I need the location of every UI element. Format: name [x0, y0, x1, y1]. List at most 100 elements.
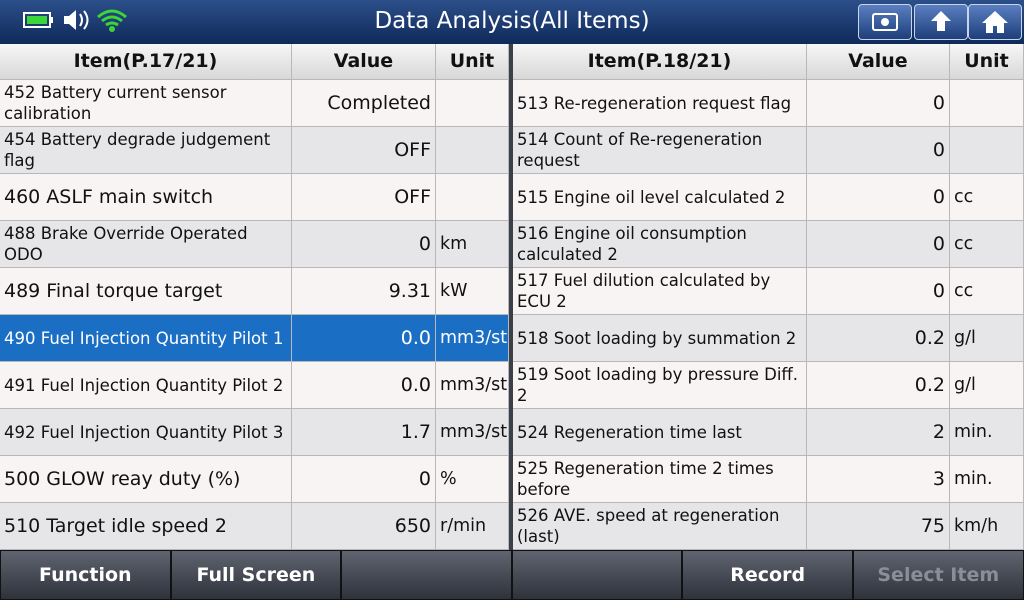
data-row[interactable]: 526 AVE. speed at regeneration (last) 75 k… [513, 503, 1024, 550]
value-cell: 9.31 [292, 268, 436, 315]
item-cell: 525 Regeneration time 2 times before [513, 456, 807, 503]
value-cell: 0 [292, 221, 436, 268]
unit-cell: g/l [950, 315, 1024, 362]
empty-button [511, 550, 683, 600]
value-cell: OFF [292, 127, 436, 174]
header-row: Item(P.17/21) Value Unit [0, 44, 509, 80]
column-header: Item(P.18/21) [513, 44, 807, 80]
data-row[interactable]: 517 Fuel dilution calculated by ECU 2 0 cc [513, 268, 1024, 315]
unit-cell: km/h [950, 503, 1024, 550]
value-cell: 0 [292, 456, 436, 503]
item-cell: 491 Fuel Injection Quantity Pilot 2 [0, 362, 292, 409]
value-cell: 2 [807, 409, 950, 456]
unit-cell: mm3/st [436, 315, 509, 362]
unit-cell [436, 127, 509, 174]
item-cell: 454 Battery degrade judgement flag [0, 127, 292, 174]
empty-button [341, 550, 512, 600]
item-cell: 510 Target idle speed 2 [0, 503, 292, 550]
value-cell: 650 [292, 503, 436, 550]
item-cell: 488 Brake Override Operated ODO [0, 221, 292, 268]
data-row[interactable]: 515 Engine oil level calculated 2 0 cc [513, 174, 1024, 221]
unit-cell: mm3/st [436, 362, 509, 409]
unit-cell: min. [950, 409, 1024, 456]
unit-cell: min. [950, 456, 1024, 503]
value-cell: 0 [807, 80, 950, 127]
unit-cell: cc [950, 221, 1024, 268]
data-row[interactable]: 491 Fuel Injection Quantity Pilot 2 0.0 mm… [0, 362, 509, 409]
function-button[interactable]: Function [0, 550, 171, 600]
unit-cell: cc [950, 268, 1024, 315]
data-row[interactable]: 452 Battery current sensor calibration Co… [0, 80, 509, 127]
data-row[interactable]: 500 GLOW reay duty (%) 0% [0, 456, 509, 503]
item-cell: 517 Fuel dilution calculated by ECU 2 [513, 268, 807, 315]
value-cell: 0 [807, 221, 950, 268]
unit-cell [950, 127, 1024, 174]
data-row[interactable]: 513 Re-regeneration request flag 0 [513, 80, 1024, 127]
data-row[interactable]: 454 Battery degrade judgement flag OFF [0, 127, 509, 174]
unit-cell: % [436, 456, 509, 503]
item-cell: 516 Engine oil consumption calculated 2 [513, 221, 807, 268]
unit-cell: g/l [950, 362, 1024, 409]
item-cell: 452 Battery current sensor calibration [0, 80, 292, 127]
value-cell: 0 [807, 174, 950, 221]
item-cell: 490 Fuel Injection Quantity Pilot 1 [0, 315, 292, 362]
item-cell: 460 ASLF main switch [0, 174, 292, 221]
unit-cell: r/min [436, 503, 509, 550]
unit-cell [436, 174, 509, 221]
column-header: Value [292, 44, 436, 80]
column-header: Item(P.17/21) [0, 44, 292, 80]
table-left: Item(P.17/21) Value Unit 452 Battery curren… [0, 44, 509, 550]
record-button[interactable]: Record [682, 550, 853, 600]
table-right: Item(P.18/21) Value Unit 513 Re-regeneratio… [513, 44, 1024, 550]
unit-cell [950, 80, 1024, 127]
data-row[interactable]: 514 Count of Re-regeneration request 0 [513, 127, 1024, 174]
item-cell: 513 Re-regeneration request flag [513, 80, 807, 127]
unit-cell [436, 80, 509, 127]
data-row[interactable]: 492 Fuel Injection Quantity Pilot 3 1.7 mm… [0, 409, 509, 456]
unit-cell: km [436, 221, 509, 268]
value-cell: OFF [292, 174, 436, 221]
select-item-button: Select Item [852, 550, 1024, 600]
back-button[interactable] [914, 4, 968, 40]
top-bar: Data Analysis(All Items) [0, 0, 1024, 44]
unit-cell: kW [436, 268, 509, 315]
item-cell: 492 Fuel Injection Quantity Pilot 3 [0, 409, 292, 456]
unit-cell: mm3/st [436, 409, 509, 456]
bottom-bar: Function Full Screen Record Select Item [0, 550, 1024, 600]
item-cell: 514 Count of Re-regeneration request [513, 127, 807, 174]
item-cell: 500 GLOW reay duty (%) [0, 456, 292, 503]
full-screen-button[interactable]: Full Screen [170, 550, 342, 600]
home-button[interactable] [968, 4, 1022, 40]
column-header: Unit [950, 44, 1024, 80]
value-cell: 75 [807, 503, 950, 550]
data-row[interactable]: 525 Regeneration time 2 times before 3 min… [513, 456, 1024, 503]
data-row[interactable]: 488 Brake Override Operated ODO 0 km [0, 221, 509, 268]
item-cell: 526 AVE. speed at regeneration (last) [513, 503, 807, 550]
data-row[interactable]: 490 Fuel Injection Quantity Pilot 1 0.0 mm… [0, 315, 509, 362]
status-icons [23, 9, 127, 32]
value-cell: Completed [292, 80, 436, 127]
data-row[interactable]: 460 ASLF main switch OFF [0, 174, 509, 221]
column-header: Unit [436, 44, 509, 80]
item-cell: 489 Final torque target [0, 268, 292, 315]
data-row[interactable]: 518 Soot loading by summation 2 0.2 g/l [513, 315, 1024, 362]
data-row[interactable]: 524 Regeneration time last 2 min. [513, 409, 1024, 456]
item-cell: 518 Soot loading by summation 2 [513, 315, 807, 362]
value-cell: 0 [807, 127, 950, 174]
item-cell: 515 Engine oil level calculated 2 [513, 174, 807, 221]
value-cell: 1.7 [292, 409, 436, 456]
item-cell: 524 Regeneration time last [513, 409, 807, 456]
header-row: Item(P.18/21) Value Unit [513, 44, 1024, 80]
value-cell: 0.2 [807, 315, 950, 362]
title: Data Analysis(All Items) [374, 8, 650, 34]
data-row[interactable]: 519 Soot loading by pressure Diff. 2 0.2 g… [513, 362, 1024, 409]
unit-cell: cc [950, 174, 1024, 221]
value-cell: 0.0 [292, 315, 436, 362]
data-row[interactable]: 489 Final torque target 9.31 kW [0, 268, 509, 315]
screenshot-button[interactable] [858, 4, 912, 40]
item-cell: 519 Soot loading by pressure Diff. 2 [513, 362, 807, 409]
value-cell: 0.0 [292, 362, 436, 409]
data-row[interactable]: 510 Target idle speed 2 650 r/min [0, 503, 509, 550]
